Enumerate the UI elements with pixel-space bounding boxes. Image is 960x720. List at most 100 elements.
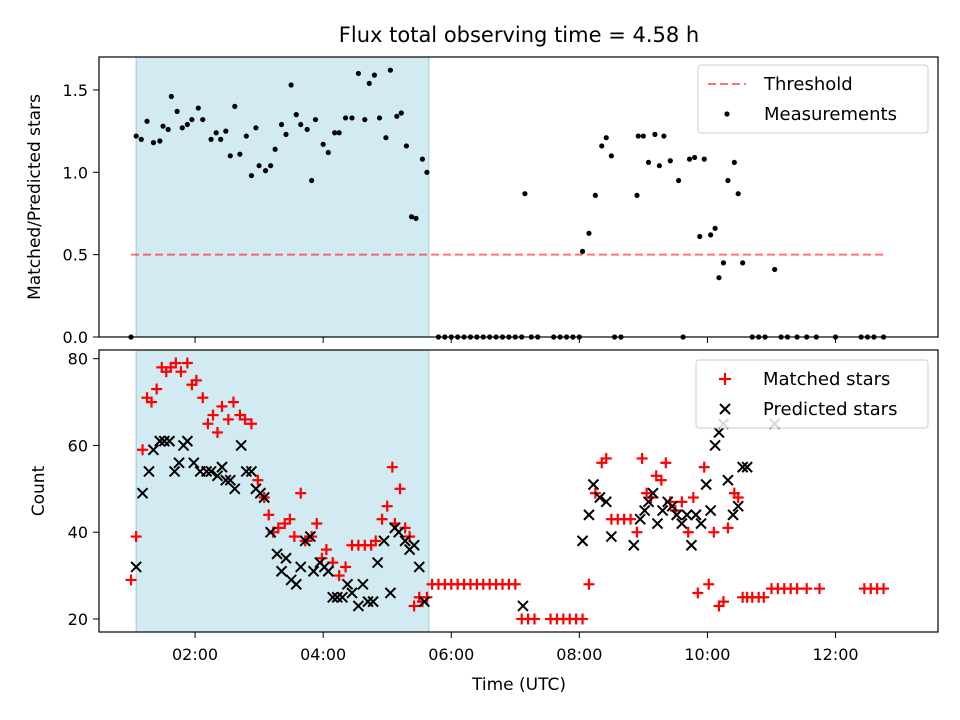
measurement-point (268, 163, 274, 169)
marker-stroke (362, 595, 374, 608)
measurement-point (720, 260, 727, 266)
marker-stroke (188, 457, 200, 469)
measurement-point (243, 133, 249, 139)
x-tick-label: 12:00 (812, 645, 858, 664)
marker-stroke (240, 465, 253, 478)
top-y-tick-label: 0.0 (63, 328, 88, 347)
predicted-star-marker (676, 517, 688, 530)
matched-star-marker (577, 613, 589, 625)
marker-stroke (690, 509, 702, 521)
matched-star-marker (239, 413, 251, 425)
bottom-y-tick-label: 80 (68, 350, 88, 369)
measurement-point (336, 130, 342, 136)
measurement-point (394, 113, 400, 119)
predicted-star-marker (341, 578, 354, 590)
measurement-point (383, 135, 389, 141)
matched-star-marker (125, 574, 137, 586)
predicted-star-marker (638, 504, 651, 517)
measurement-point (686, 156, 693, 162)
matched-star-marker (509, 578, 521, 590)
measurement-point (355, 70, 361, 77)
marker-stroke (642, 496, 655, 508)
predicted-star-marker (136, 487, 149, 499)
matched-star-marker (181, 357, 193, 369)
predicted-star-marker (271, 548, 283, 560)
top-highlight-span (135, 56, 430, 338)
measurement-point (656, 163, 663, 169)
measurement-point (227, 153, 233, 159)
marker-stroke (695, 517, 707, 530)
marker-stroke (200, 465, 213, 478)
predicted-star-marker (188, 457, 200, 469)
matched-star-marker (631, 526, 643, 538)
matched-star-marker (202, 418, 214, 430)
measurement-point (218, 136, 224, 142)
matched-star-marker (376, 513, 388, 525)
measurement-point (635, 133, 641, 139)
predicted-star-marker (264, 526, 277, 538)
bottom-x-ticks: 02:00 04:00 06:00 08:00 10:00 12:00 (172, 632, 859, 664)
matched-star-marker (692, 587, 704, 599)
marker-stroke (670, 509, 683, 521)
measurements-series (128, 67, 887, 340)
matched-star-marker (146, 396, 158, 408)
measurement-point (735, 191, 741, 197)
predicted-star-marker (399, 535, 411, 547)
matched-star-marker (311, 518, 323, 530)
marker-stroke (399, 535, 411, 547)
measurement-point (376, 115, 383, 121)
marker-stroke (331, 591, 343, 603)
matched-star-marker (263, 509, 275, 521)
predicted-star-marker (727, 509, 739, 521)
matched-star-marker (284, 513, 296, 525)
marker-stroke (258, 491, 270, 504)
matched-star-marker (386, 461, 398, 473)
measurement-point (283, 131, 289, 138)
predicted-star-marker (147, 444, 160, 456)
predicted-star-marker (331, 591, 343, 603)
marker-stroke (220, 474, 232, 486)
marker-stroke (327, 591, 339, 603)
marker-stroke (357, 578, 369, 590)
marker-stroke (576, 535, 589, 547)
measurement-point (256, 163, 262, 169)
measurement-point (716, 275, 722, 281)
matched-star-marker (801, 583, 813, 595)
measurement-point (320, 141, 326, 147)
marker-stroke (722, 474, 734, 486)
marker-stroke (229, 483, 241, 495)
marker-stroke (727, 509, 739, 521)
measurement-point (603, 135, 609, 141)
measurement-point (184, 121, 190, 128)
measurement-point (174, 108, 180, 114)
bottom-y-tick-label: 40 (68, 523, 88, 542)
measurement-point (398, 110, 404, 116)
predicted-star-marker (408, 539, 420, 551)
matched-star-marker (625, 513, 637, 525)
marker-stroke (216, 461, 228, 473)
predicted-star-marker (418, 595, 431, 608)
predicted-star-marker (709, 439, 721, 452)
marker-stroke (295, 561, 307, 573)
x-tick-label: 02:00 (172, 645, 218, 664)
matched-star-marker (687, 492, 699, 504)
x-tick-label: 04:00 (300, 645, 346, 664)
predicted-star-marker (583, 509, 595, 521)
predicted-star-marker (670, 509, 683, 521)
marker-stroke (685, 539, 698, 551)
measurement-point (387, 67, 394, 73)
marker-stroke (605, 530, 618, 543)
measurement-point (160, 123, 166, 129)
marker-stroke (181, 435, 194, 447)
marker-stroke (628, 539, 640, 551)
matched-star-marker (320, 544, 332, 556)
predicted-star-marker (304, 530, 317, 543)
matched-star-marker (408, 600, 420, 612)
matched-star-marker (381, 500, 393, 512)
predicted-star-marker (290, 578, 302, 590)
matched-star-marker (676, 496, 688, 508)
matched-star-marker (791, 583, 803, 595)
marker-stroke (732, 500, 744, 512)
measurement-point (272, 146, 278, 152)
